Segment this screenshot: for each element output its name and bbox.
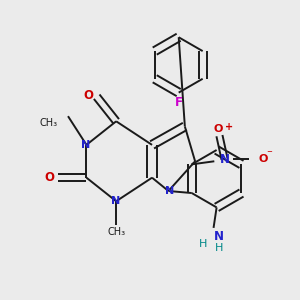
Text: CH₃: CH₃ <box>40 118 58 128</box>
Text: ⁻: ⁻ <box>267 149 273 159</box>
Text: O: O <box>84 89 94 102</box>
Text: N: N <box>81 140 90 150</box>
Text: N: N <box>165 186 174 196</box>
Text: N: N <box>214 230 224 243</box>
Text: CH₃: CH₃ <box>107 227 125 237</box>
Text: O: O <box>258 154 268 164</box>
Text: H: H <box>199 239 208 249</box>
Text: F: F <box>175 96 183 109</box>
Text: O: O <box>214 124 223 134</box>
Text: N: N <box>220 153 230 166</box>
Text: N: N <box>110 196 120 206</box>
Text: H: H <box>214 243 223 254</box>
Text: O: O <box>45 171 55 184</box>
Text: +: + <box>225 122 233 132</box>
